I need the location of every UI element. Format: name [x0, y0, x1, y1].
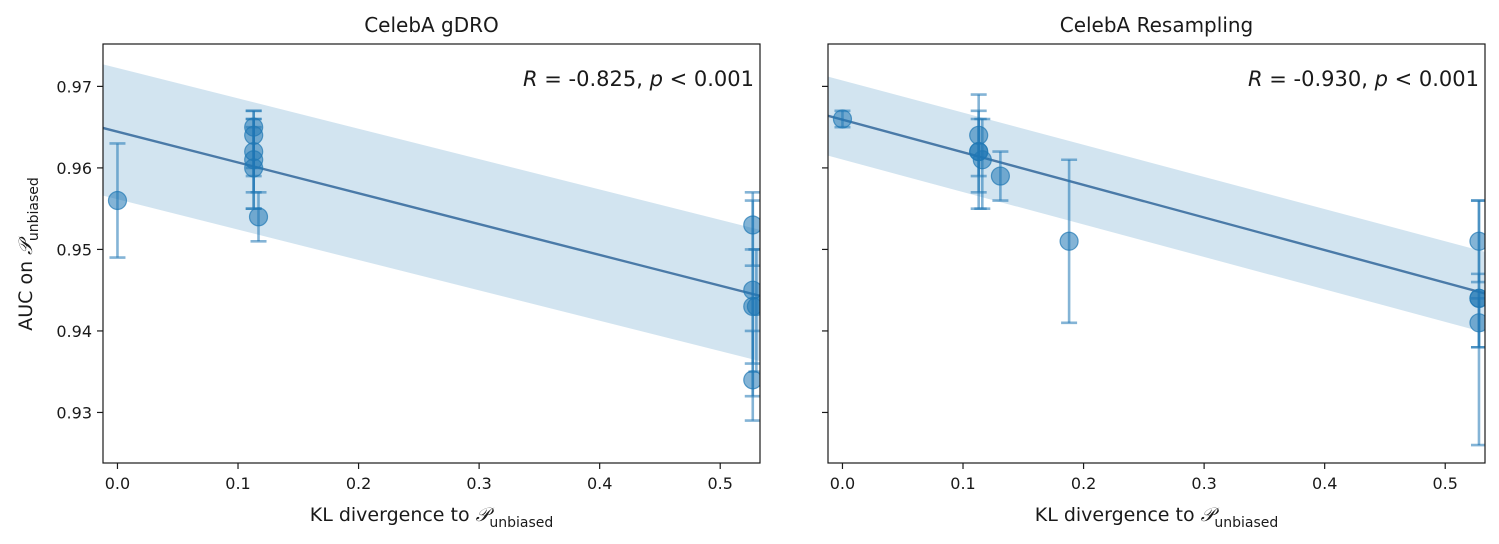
x-tick-label: 0.2: [346, 474, 371, 493]
chart-title: CelebA gDRO: [364, 13, 499, 37]
x-tick-label: 0.0: [830, 474, 855, 493]
x-tick-label: 0.1: [950, 474, 975, 493]
data-point: [832, 109, 853, 129]
y-tick-label: 0.97: [56, 77, 92, 96]
data-point: [743, 280, 760, 300]
x-tick-label: 0.4: [587, 474, 612, 493]
axes-frame: [827, 43, 1486, 464]
data-point: [743, 370, 760, 390]
data-point: [1469, 231, 1485, 251]
panel-celeba-gdro: 0.0 0.1 0.2 0.3 0.4 0.5 0.93 0.94 0.95 0.96 0.97 Ce…: [56, 13, 761, 531]
data-point: [969, 142, 989, 162]
x-tick-label: 0.5: [707, 474, 732, 493]
data-point: [1469, 313, 1485, 333]
y-axis-label: AUC on 𝒫unbiased: [15, 177, 42, 331]
y-tick-label: 0.96: [56, 159, 92, 178]
x-tick-label: 0.0: [105, 474, 130, 493]
data-point: [107, 190, 128, 211]
data-point: [990, 166, 1010, 186]
x-tick-label: 0.3: [466, 474, 491, 493]
data-point: [746, 296, 760, 317]
y-tick-label: 0.95: [56, 240, 92, 259]
x-tick-label: 0.5: [1432, 474, 1457, 493]
axes-frame: [102, 43, 761, 464]
data-point: [244, 158, 264, 178]
plot-area: [103, 64, 760, 422]
x-tick-label: 0.3: [1191, 474, 1216, 493]
correlation-annotation: R = -0.825, p < 0.001: [523, 67, 754, 91]
data-point: [248, 207, 269, 227]
chart-title: CelebA Resampling: [1060, 13, 1254, 37]
regression-line: [103, 126, 760, 298]
x-axis-label: KL divergence to 𝒫unbiased: [310, 504, 554, 531]
correlation-annotation: R = -0.930, p < 0.001: [1248, 67, 1479, 91]
x-tick-label: 0.1: [225, 474, 250, 493]
plot-area: [828, 76, 1485, 447]
data-point: [743, 215, 760, 235]
x-tick-label: 0.4: [1312, 474, 1337, 493]
data-point: [1059, 231, 1079, 251]
x-tick-label: 0.2: [1071, 474, 1096, 493]
x-axis-label: KL divergence to 𝒫unbiased: [1035, 504, 1279, 531]
y-tick-label: 0.94: [56, 322, 92, 341]
data-point: [244, 125, 264, 145]
y-tick-label: 0.93: [56, 403, 92, 422]
data-point: [969, 125, 989, 145]
panel-celeba-resampling: 0.0 0.1 0.2 0.3 0.4 0.5 CelebA Resampling KL di…: [822, 13, 1486, 531]
data-point: [1469, 288, 1485, 308]
regression-line: [828, 114, 1485, 295]
